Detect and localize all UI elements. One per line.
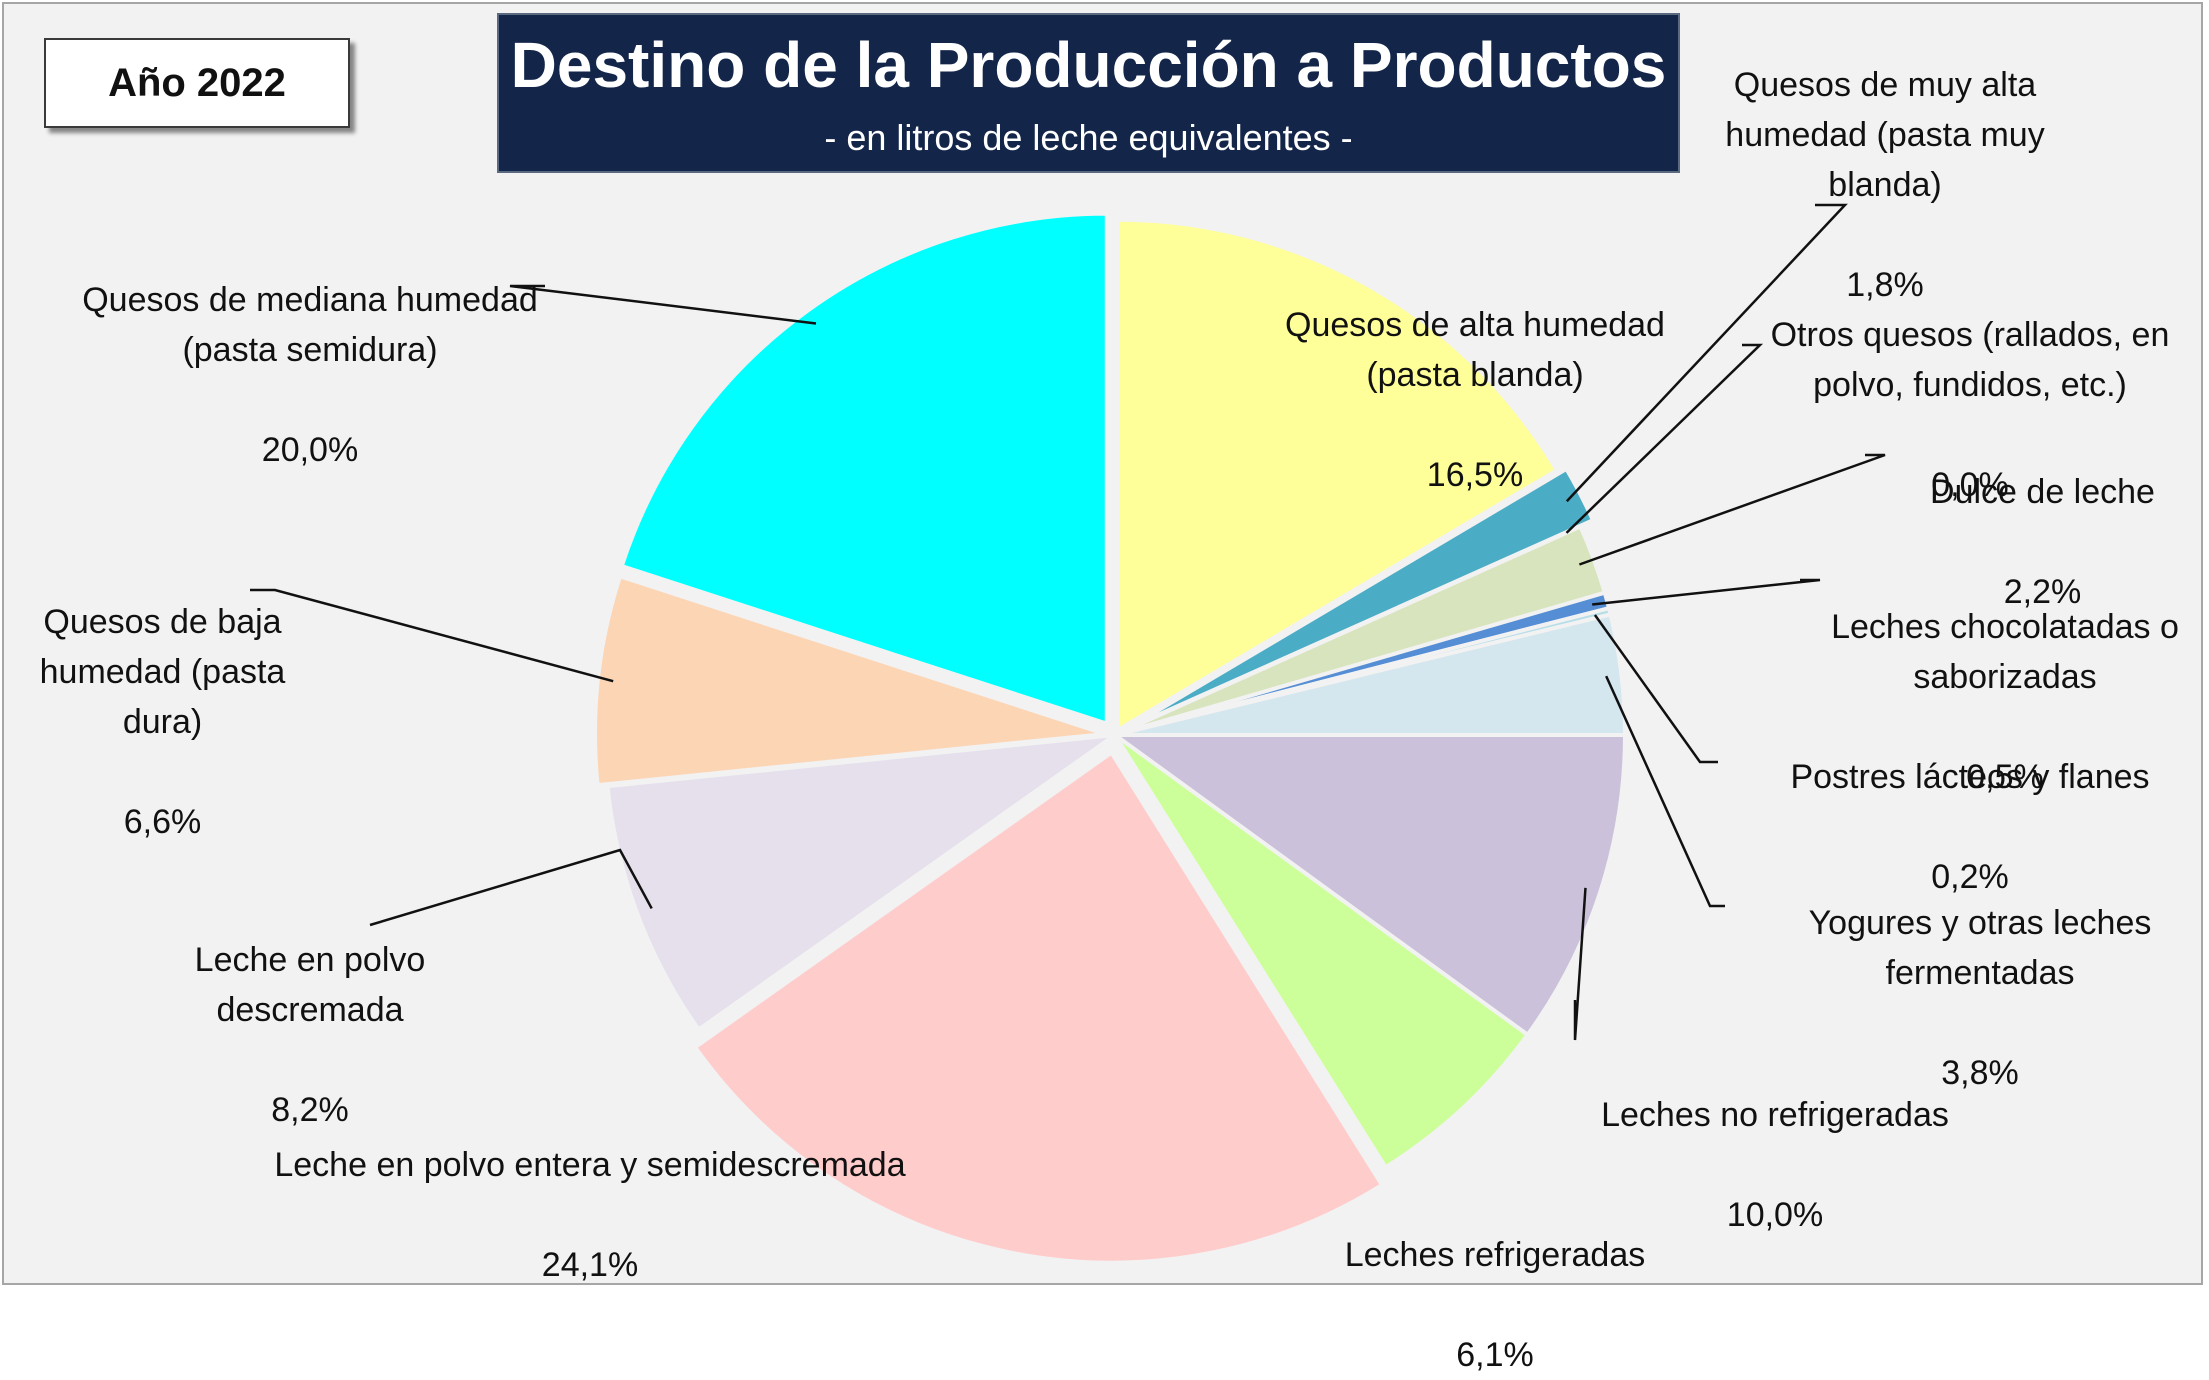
label-leches-refrigeradas: Leches refrigeradas 6,1% xyxy=(1305,1180,1685,1380)
label-dulce-de-leche: Dulce de leche 2,2% xyxy=(1880,417,2205,617)
label-leche-polvo-descremada: Leche en polvo descremada 8,2% xyxy=(160,885,460,1135)
slice-name: Leche en polvo entera y semidescremada xyxy=(274,1146,906,1184)
leader-line-11 xyxy=(250,588,614,683)
slice-name: Dulce de leche xyxy=(1930,473,2155,511)
slice-name: Quesos de muy alta humedad (pasta muy bl… xyxy=(1725,66,2045,204)
leader-line-6 xyxy=(1605,675,1725,908)
slice-value: 8,2% xyxy=(271,1091,349,1129)
chart-title: Destino de la Producción a Productos xyxy=(510,29,1667,101)
pie-slice-0 xyxy=(1115,217,1560,734)
label-quesos-muy-alta-humedad: Quesos de muy alta humedad (pasta muy bl… xyxy=(1690,10,2080,310)
slice-name: Leches refrigeradas xyxy=(1344,1236,1646,1274)
label-yogures: Yogures y otras leches fermentadas 3,8% xyxy=(1770,848,2190,1098)
slice-name: Postres lácteos y flanes xyxy=(1790,758,2150,796)
label-quesos-baja-humedad: Quesos de baja humedad (pasta dura) 6,6% xyxy=(30,547,295,847)
leader-line-5 xyxy=(1593,614,1718,764)
slice-value: 1,8% xyxy=(1846,266,1924,304)
leader-line-4 xyxy=(1592,578,1821,606)
leader-line-12 xyxy=(509,284,817,325)
slice-name: Leches chocolatadas o saborizadas xyxy=(1831,608,2179,696)
pie-slice-1 xyxy=(1126,466,1596,731)
year-badge: Año 2022 xyxy=(44,38,350,128)
slice-value: 2,2% xyxy=(2003,573,2082,611)
slice-name: Quesos de baja humedad (pasta dura) xyxy=(39,603,286,741)
label-leches-no-refrigeradas: Leches no refrigeradas 10,0% xyxy=(1570,1040,1980,1240)
slice-name: Otros quesos (rallados, en polvo, fundid… xyxy=(1770,316,2170,404)
slice-value: 20,0% xyxy=(261,431,359,469)
label-leche-polvo-entera: Leche en polvo entera y semidescremada 2… xyxy=(220,1090,960,1290)
label-leches-chocolatadas: Leches chocolatadas o saborizadas 0,5% xyxy=(1805,552,2205,802)
slice-name: Leche en polvo descremada xyxy=(194,941,426,1029)
pie-slice-11 xyxy=(593,573,1106,788)
slice-value: 6,1% xyxy=(1456,1336,1534,1374)
slice-value: 16,5% xyxy=(1426,456,1524,494)
label-quesos-alta-humedad: Quesos de alta humedad (pasta blanda) 16… xyxy=(1240,250,1710,500)
slice-name: Leches no refrigeradas xyxy=(1601,1096,1949,1134)
label-quesos-mediana-humedad: Quesos de mediana humedad (pasta semidur… xyxy=(50,225,570,475)
leader-line-10 xyxy=(369,848,653,927)
pie-slice-12 xyxy=(619,211,1109,727)
pie-slice-7 xyxy=(1108,733,1628,1038)
leader-line-2 xyxy=(1565,343,1764,534)
chart-subtitle: - en litros de leche equivalentes - xyxy=(824,117,1353,158)
slice-value: 0,5% xyxy=(1966,758,2044,796)
pie-slice-10 xyxy=(605,732,1123,1033)
label-postres-lacteos: Postres lácteos y flanes 0,2% xyxy=(1760,702,2180,902)
slice-name: Yogures y otras leches fermentadas xyxy=(1808,904,2152,992)
slice-name: Quesos de alta humedad (pasta blanda) xyxy=(1285,306,1665,394)
label-otros-quesos: Otros quesos (rallados, en polvo, fundid… xyxy=(1750,260,2190,510)
leader-line-7 xyxy=(1573,887,1587,1041)
slice-value: 3,8% xyxy=(1941,1054,2019,1092)
slice-value: 0,0% xyxy=(1931,466,2009,504)
chart-title-box: Destino de la Producción a Productos - e… xyxy=(497,13,1680,173)
slice-value: 10,0% xyxy=(1726,1196,1824,1234)
slice-value: 6,6% xyxy=(123,803,202,841)
slice-name: Quesos de mediana humedad (pasta semidur… xyxy=(82,281,538,369)
leader-line-1 xyxy=(1565,203,1848,503)
leader-line-3 xyxy=(1578,453,1886,566)
pie-chart xyxy=(250,203,1886,1265)
pie-slice-9 xyxy=(692,749,1385,1265)
pie-slice-8 xyxy=(1113,733,1531,1171)
slice-value: 24,1% xyxy=(541,1246,639,1284)
slice-value: 0,2% xyxy=(1931,858,2009,896)
